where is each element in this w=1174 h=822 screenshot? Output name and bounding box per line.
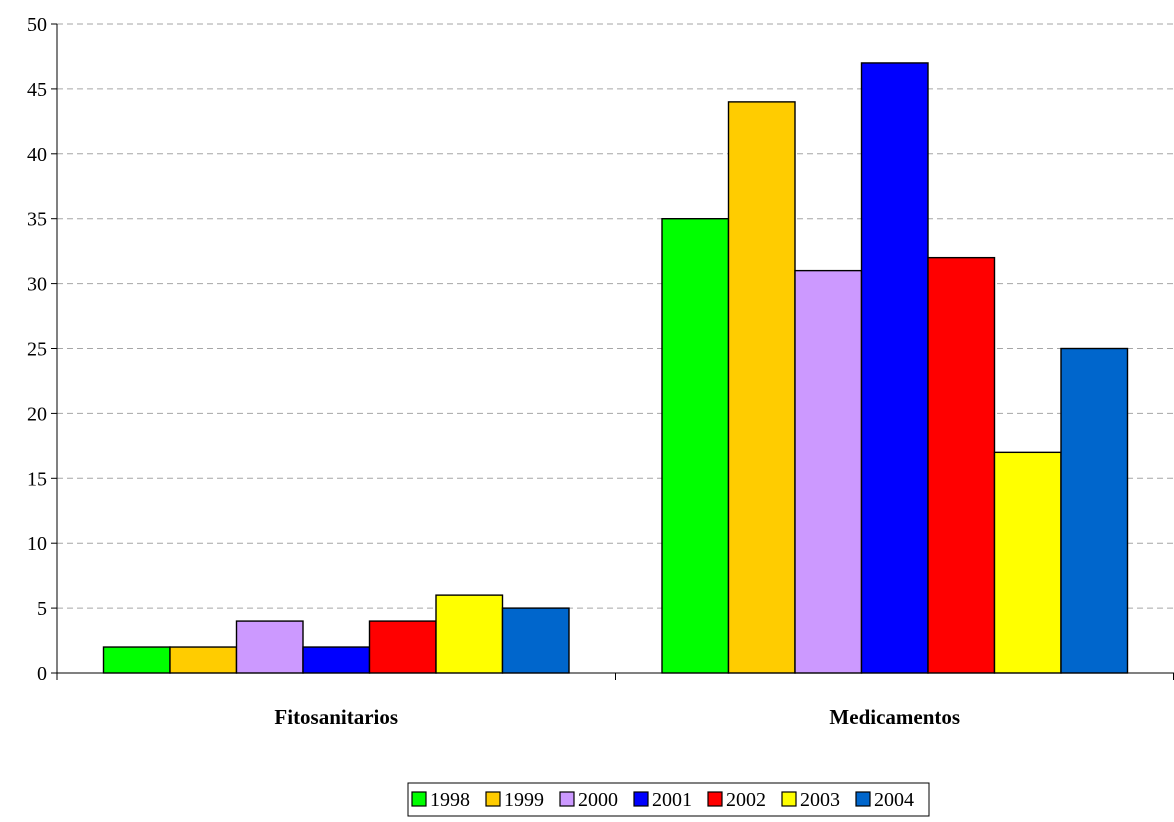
legend-swatch	[559, 791, 575, 807]
bar-1998-fitosanitarios	[102, 646, 171, 674]
legend-swatch	[633, 791, 649, 807]
y-tick-label: 0	[37, 663, 47, 685]
y-tick-label: 35	[27, 209, 47, 231]
legend-swatch	[855, 791, 871, 807]
bars	[102, 62, 1129, 674]
y-tick-label: 50	[27, 14, 47, 36]
legend-swatch	[485, 791, 501, 807]
legend-label: 2003	[800, 789, 840, 811]
legend-label: 2004	[874, 789, 914, 811]
legend-swatch	[707, 791, 723, 807]
y-tick-label: 20	[27, 403, 47, 425]
legend: 1998 1999 2000 2001 2002 2003 2004	[407, 782, 930, 817]
bar-2000-fitosanitarios	[235, 620, 304, 674]
y-tick-labels: 0 5 10 15 20 25 30 35 40 45 50	[27, 14, 47, 685]
y-tick-label: 5	[37, 598, 47, 620]
y-tick-label: 25	[27, 339, 47, 361]
y-tick-label: 30	[27, 274, 47, 296]
bar-2003-fitosanitarios	[435, 594, 504, 674]
y-tick-label: 40	[27, 144, 47, 166]
x-category-labels: Fitosanitarios Medicamentos	[274, 705, 960, 729]
bar-2004-medicamentos	[1060, 347, 1129, 674]
x-category-label: Fitosanitarios	[274, 705, 398, 729]
legend-label: 2001	[652, 789, 692, 811]
y-tick-label: 15	[27, 468, 47, 490]
x-category-label: Medicamentos	[829, 705, 960, 729]
legend-label: 2000	[578, 789, 618, 811]
legend-label: 1998	[430, 789, 470, 811]
legend-swatch	[781, 791, 797, 807]
bar-1999-fitosanitarios	[169, 646, 238, 674]
y-tick-label: 45	[27, 79, 47, 101]
bar-2002-fitosanitarios	[368, 620, 437, 674]
bar-2001-fitosanitarios	[302, 646, 371, 674]
bar-2004-fitosanitarios	[501, 607, 570, 674]
bar-1998-medicamentos	[661, 217, 730, 674]
bar-1999-medicamentos	[727, 101, 796, 674]
bar-2000-medicamentos	[794, 269, 863, 674]
legend-label: 1999	[504, 789, 544, 811]
legend-label: 2002	[726, 789, 766, 811]
y-tick-label: 10	[27, 533, 47, 555]
axes	[51, 23, 1174, 680]
legend-swatch	[411, 791, 427, 807]
bar-2001-medicamentos	[860, 62, 929, 674]
bar-2002-medicamentos	[927, 256, 996, 674]
bar-2003-medicamentos	[993, 451, 1062, 674]
